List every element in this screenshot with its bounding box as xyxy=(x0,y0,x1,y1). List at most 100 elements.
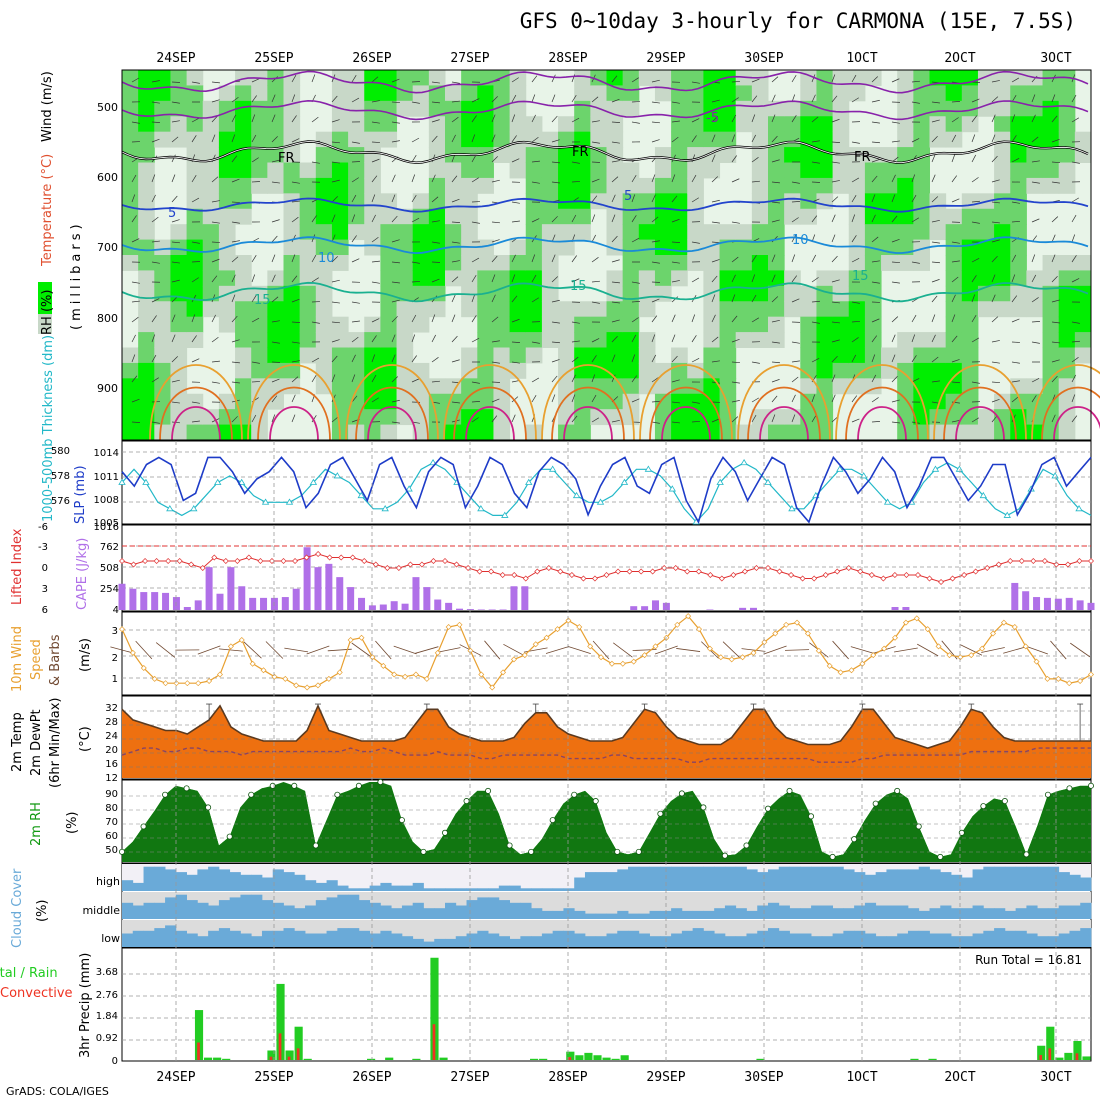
wind-speed-point xyxy=(990,630,997,637)
wind-speed-point xyxy=(1088,671,1094,678)
rh-cell xyxy=(541,332,559,348)
wind-barb xyxy=(451,198,460,203)
wind-speed-point xyxy=(870,652,877,659)
li-point xyxy=(1041,558,1048,564)
rh-cell xyxy=(929,116,947,133)
rh-cell xyxy=(218,208,236,225)
wind-speed-point xyxy=(728,656,735,663)
surface-wind-barb xyxy=(243,641,262,659)
rh-cell xyxy=(703,162,721,179)
rh-cell xyxy=(138,177,155,194)
cloud-cell xyxy=(175,894,187,919)
rh-cell xyxy=(315,147,333,163)
cloud-cell xyxy=(757,872,769,891)
cloud-cell xyxy=(1026,905,1038,919)
wind-barb xyxy=(251,274,256,283)
wind-barb xyxy=(631,281,640,284)
rh-cell xyxy=(170,100,188,117)
rh-cell xyxy=(412,85,430,102)
wind-barb xyxy=(551,359,560,363)
rh-cell xyxy=(800,347,817,364)
rh-cell xyxy=(186,316,204,333)
precip-bar xyxy=(222,1058,231,1060)
rh-cell xyxy=(396,224,414,241)
wind-barb xyxy=(551,139,560,143)
slp-tick-label: 1008 xyxy=(94,495,119,506)
rh-cell xyxy=(315,255,333,271)
rh-cell xyxy=(832,378,850,395)
rh-axis-label: 2m RH xyxy=(29,802,44,846)
rh-cell xyxy=(267,177,284,194)
rh-cell xyxy=(493,362,511,379)
rh-cell xyxy=(768,424,785,441)
rh-cell xyxy=(558,316,575,333)
wind-barb xyxy=(691,135,697,143)
rh-cell xyxy=(929,131,947,148)
rh-point xyxy=(485,787,492,794)
rh-cell xyxy=(477,147,494,163)
rh-cell xyxy=(331,131,349,148)
rh-cell xyxy=(122,208,139,225)
li-point xyxy=(753,565,760,571)
rh-cell xyxy=(331,224,349,241)
wind-barb xyxy=(611,419,620,423)
wind-barb xyxy=(491,156,498,163)
wind-speed-point xyxy=(173,680,180,687)
cloud-cell xyxy=(466,900,478,919)
cloud-cell xyxy=(498,885,510,891)
rh-cell xyxy=(1010,270,1027,287)
wind-barb xyxy=(171,279,180,283)
rh-cell xyxy=(703,224,721,241)
li-point xyxy=(730,572,737,578)
rh-cell xyxy=(574,116,591,133)
wind-speed-point xyxy=(565,617,572,624)
wind-barb xyxy=(291,94,296,103)
rh-cell xyxy=(331,116,349,133)
wind-barb xyxy=(511,135,517,143)
rh-cell xyxy=(977,285,995,302)
wind-barb xyxy=(791,376,799,383)
rh-cell xyxy=(800,147,817,163)
wind-barb xyxy=(891,421,900,424)
rh-cell xyxy=(784,208,801,225)
rh-cell xyxy=(445,255,462,271)
wind-tick-label: 1 xyxy=(112,674,118,685)
wind-barb xyxy=(571,278,580,283)
wind-speed-point xyxy=(554,626,561,633)
rh-cell xyxy=(881,347,898,364)
wind-barb xyxy=(971,154,977,163)
wind-barb xyxy=(131,375,138,383)
surface-wind-barb xyxy=(110,646,134,654)
rh-cell xyxy=(428,378,446,395)
rh-cell xyxy=(170,70,188,86)
cloud-cell xyxy=(337,894,349,919)
rh-cell xyxy=(428,177,446,194)
rh-cell xyxy=(331,316,349,333)
cloud-cell xyxy=(714,933,726,947)
wind-barb xyxy=(471,337,480,343)
rh-cell xyxy=(558,301,575,318)
cape-bar xyxy=(662,602,670,610)
rh-cell xyxy=(816,270,834,287)
wind-barb xyxy=(431,174,436,183)
rh-cell xyxy=(525,208,543,225)
cloud-cell xyxy=(455,905,467,919)
temp-axis-label: 2m Temp xyxy=(10,712,25,772)
day-gridlines xyxy=(175,441,1057,1061)
wind-barb xyxy=(431,357,439,363)
surface-wind-barb xyxy=(785,649,810,651)
wind-barb xyxy=(771,341,780,344)
wind-barb xyxy=(791,298,800,303)
bottom-date-label: 3OCT xyxy=(1040,1070,1071,1085)
wind-barb xyxy=(951,117,959,123)
rh-cell xyxy=(267,100,284,117)
rh-cell xyxy=(606,116,624,133)
rh-cell xyxy=(832,116,850,133)
rh-cell xyxy=(768,193,785,210)
rh-cell xyxy=(396,378,414,395)
wind-barb xyxy=(271,219,280,223)
rh-cell xyxy=(1042,285,1060,302)
wind-barb xyxy=(811,140,820,143)
wind-barb xyxy=(871,260,880,263)
wind-barb xyxy=(1011,77,1020,83)
